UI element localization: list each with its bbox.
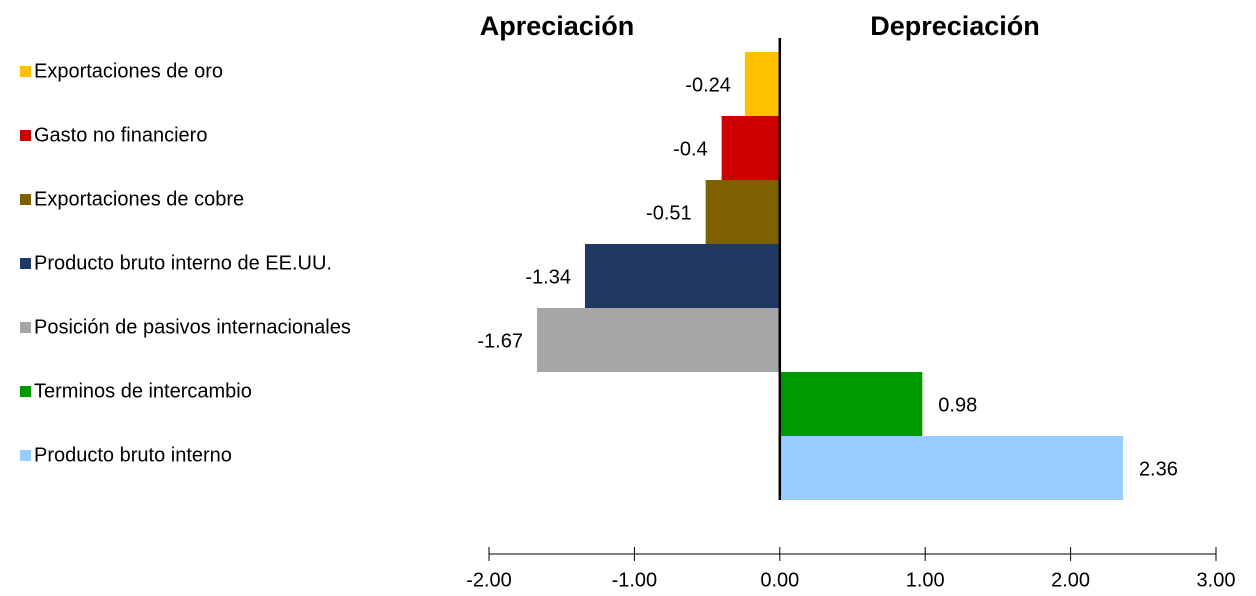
- legend-label: Exportaciones de oro: [34, 60, 223, 82]
- legend-label: Producto bruto interno de EE.UU.: [34, 252, 332, 274]
- legend-swatch: [20, 258, 31, 269]
- bar: [705, 180, 780, 244]
- x-tick-label: -1.00: [612, 569, 658, 591]
- bar: [744, 52, 780, 116]
- x-tick-label: 3.00: [1197, 569, 1236, 591]
- bar: [584, 244, 780, 308]
- legend-label: Exportaciones de cobre: [34, 188, 244, 210]
- bar: [779, 372, 923, 436]
- value-label: -0.51: [646, 202, 692, 224]
- bar: [536, 308, 780, 372]
- annotation: Apreciación: [480, 11, 635, 41]
- value-label: -1.67: [477, 330, 523, 352]
- legend-swatch: [20, 66, 31, 77]
- legend-swatch: [20, 450, 31, 461]
- x-tick-label: 0.00: [760, 569, 799, 591]
- legend-label: Posición de pasivos internacionales: [34, 316, 351, 338]
- bar: [779, 436, 1123, 500]
- value-label: -0.4: [673, 138, 707, 160]
- annotation: Depreciación: [870, 11, 1040, 41]
- value-label: -1.34: [525, 266, 571, 288]
- x-tick-label: 2.00: [1051, 569, 1090, 591]
- legend-label: Terminos de intercambio: [34, 380, 252, 402]
- value-label: 0.98: [938, 394, 977, 416]
- legend-label: Gasto no financiero: [34, 124, 207, 146]
- value-label: -0.24: [685, 74, 731, 96]
- legend-swatch: [20, 130, 31, 141]
- x-tick-label: 1.00: [906, 569, 945, 591]
- bar: [721, 116, 780, 180]
- value-label: 2.36: [1139, 458, 1178, 480]
- legend-swatch: [20, 386, 31, 397]
- legend-label: Producto bruto interno: [34, 444, 232, 466]
- legend-swatch: [20, 194, 31, 205]
- x-tick-label: -2.00: [466, 569, 512, 591]
- legend-swatch: [20, 322, 31, 333]
